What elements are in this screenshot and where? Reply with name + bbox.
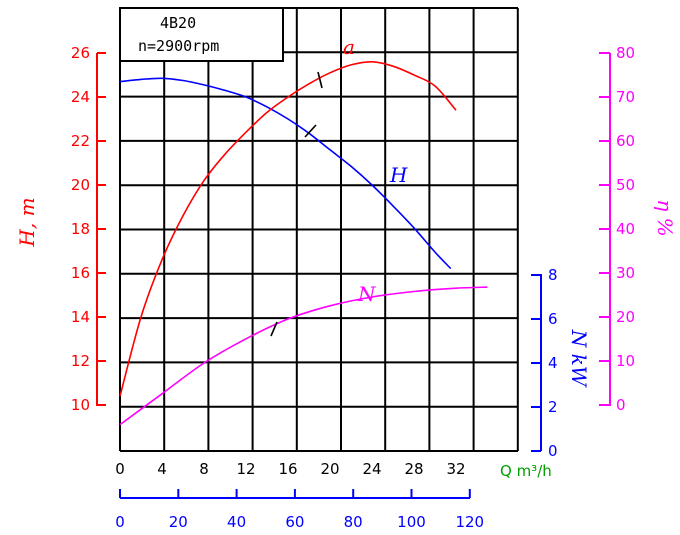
head-tick-label: 10 — [71, 396, 90, 414]
efficiency-tick-label: 70 — [616, 88, 635, 106]
power-tick-label: 8 — [548, 266, 558, 284]
head-tick-label: 26 — [71, 44, 90, 62]
efficiency-tick-label: 60 — [616, 132, 635, 150]
efficiency-curve-label: a — [343, 35, 355, 59]
operating-range-mark — [317, 71, 323, 89]
efficiency-tick-label: 80 — [616, 44, 635, 62]
head-tick-label: 12 — [71, 352, 90, 370]
head-tick-label: 20 — [71, 176, 90, 194]
head-tick-label: 22 — [71, 132, 90, 150]
secondary-flow-tick-label: 20 — [169, 513, 188, 531]
head-tick-label: 18 — [71, 220, 90, 238]
flow-tick-label: 0 — [115, 460, 125, 478]
power-axis-title: N kW — [567, 329, 591, 388]
flow-tick-label: 28 — [404, 460, 423, 478]
secondary-flow-tick-label: 60 — [285, 513, 304, 531]
efficiency-tick-label: 30 — [616, 264, 635, 282]
secondary-flow-tick-label: 80 — [344, 513, 363, 531]
head-tick-label: 14 — [71, 308, 90, 326]
pump-info-box: 4B20 n=2900rpm — [119, 7, 284, 62]
operating-range-mark — [270, 321, 278, 337]
flow-tick-label: 8 — [199, 460, 209, 478]
head-curve — [119, 77, 452, 270]
secondary-flow-tick-label: 120 — [455, 513, 484, 531]
efficiency-tick-label: 0 — [616, 396, 626, 414]
efficiency-curve — [119, 60, 457, 397]
efficiency-tick-label: 40 — [616, 220, 635, 238]
head-axis-title: H, m — [15, 197, 39, 247]
flow-tick-label: 24 — [362, 460, 381, 478]
secondary-flow-tick-label: 100 — [397, 513, 426, 531]
power-tick-label: 0 — [548, 442, 558, 460]
efficiency-tick-label: 50 — [616, 176, 635, 194]
head-tick-label: 24 — [71, 88, 90, 106]
flow-tick-label: 12 — [236, 460, 255, 478]
axes-layer: 1012141618202224260102030405060708002468… — [71, 44, 635, 531]
efficiency-axis-title: η % — [653, 199, 677, 236]
flow-tick-label: 4 — [157, 460, 167, 478]
pump-model: 4B20 — [160, 14, 196, 32]
secondary-flow-tick-label: 0 — [115, 513, 125, 531]
flow-tick-label: 16 — [278, 460, 297, 478]
head-curve-label: H — [389, 163, 408, 187]
flow-tick-label: 20 — [320, 460, 339, 478]
head-tick-label: 16 — [71, 264, 90, 282]
efficiency-tick-label: 10 — [616, 352, 635, 370]
flow-tick-label: 32 — [446, 460, 465, 478]
power-tick-label: 4 — [548, 354, 558, 372]
pump-speed: n=2900rpm — [138, 37, 219, 55]
operating-range-mark — [304, 124, 317, 138]
efficiency-tick-label: 20 — [616, 308, 635, 326]
flow-axis-title: Q m³/h — [500, 462, 552, 480]
power-tick-label: 2 — [548, 398, 558, 416]
secondary-flow-tick-label: 40 — [227, 513, 246, 531]
curves-layer: Ha N — [119, 35, 488, 426]
power-curve-label: N — [357, 282, 377, 306]
power-tick-label: 6 — [548, 310, 558, 328]
power-curve — [119, 286, 488, 426]
